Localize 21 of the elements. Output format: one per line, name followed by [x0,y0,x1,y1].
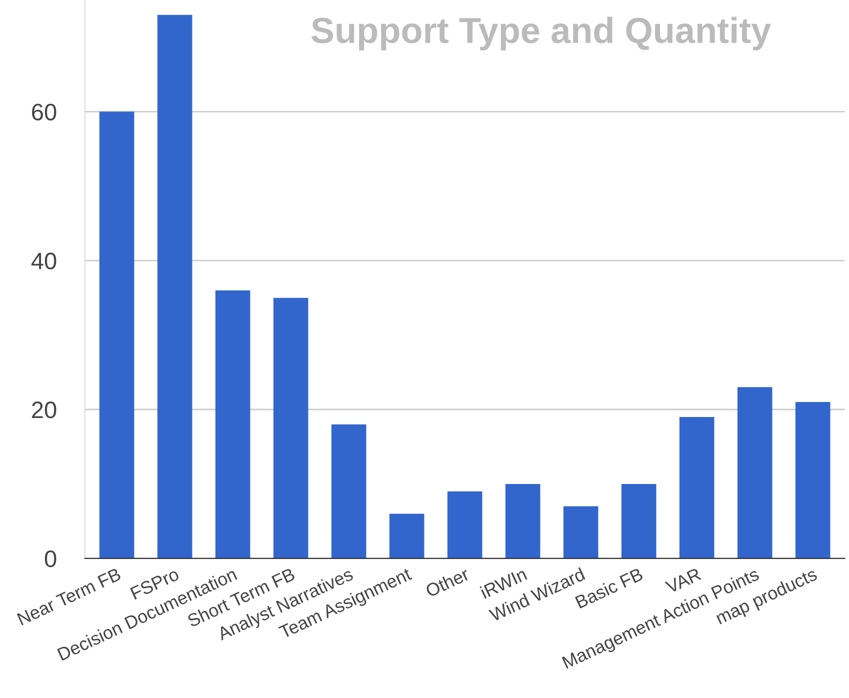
bar [389,514,424,558]
bar [795,402,830,558]
bar [737,387,772,558]
bar [447,491,482,558]
x-tick-label: VAR [664,568,702,594]
chart-title: Support Type and Quantity [311,16,772,50]
bar [505,484,540,558]
y-tick-label: 40 [31,252,56,270]
y-tick-label: 0 [44,550,56,568]
bar [273,298,308,558]
x-tick-label: Other [424,566,470,598]
bar [215,290,250,558]
bar [563,506,598,558]
bar [157,14,192,558]
y-tick-label: 60 [32,104,56,120]
y-tick-label: 20 [32,402,56,418]
bar [621,484,656,558]
bar [679,416,714,558]
x-tick-label: Near Term FB [16,568,122,626]
bar [99,112,134,558]
bar [331,424,366,558]
